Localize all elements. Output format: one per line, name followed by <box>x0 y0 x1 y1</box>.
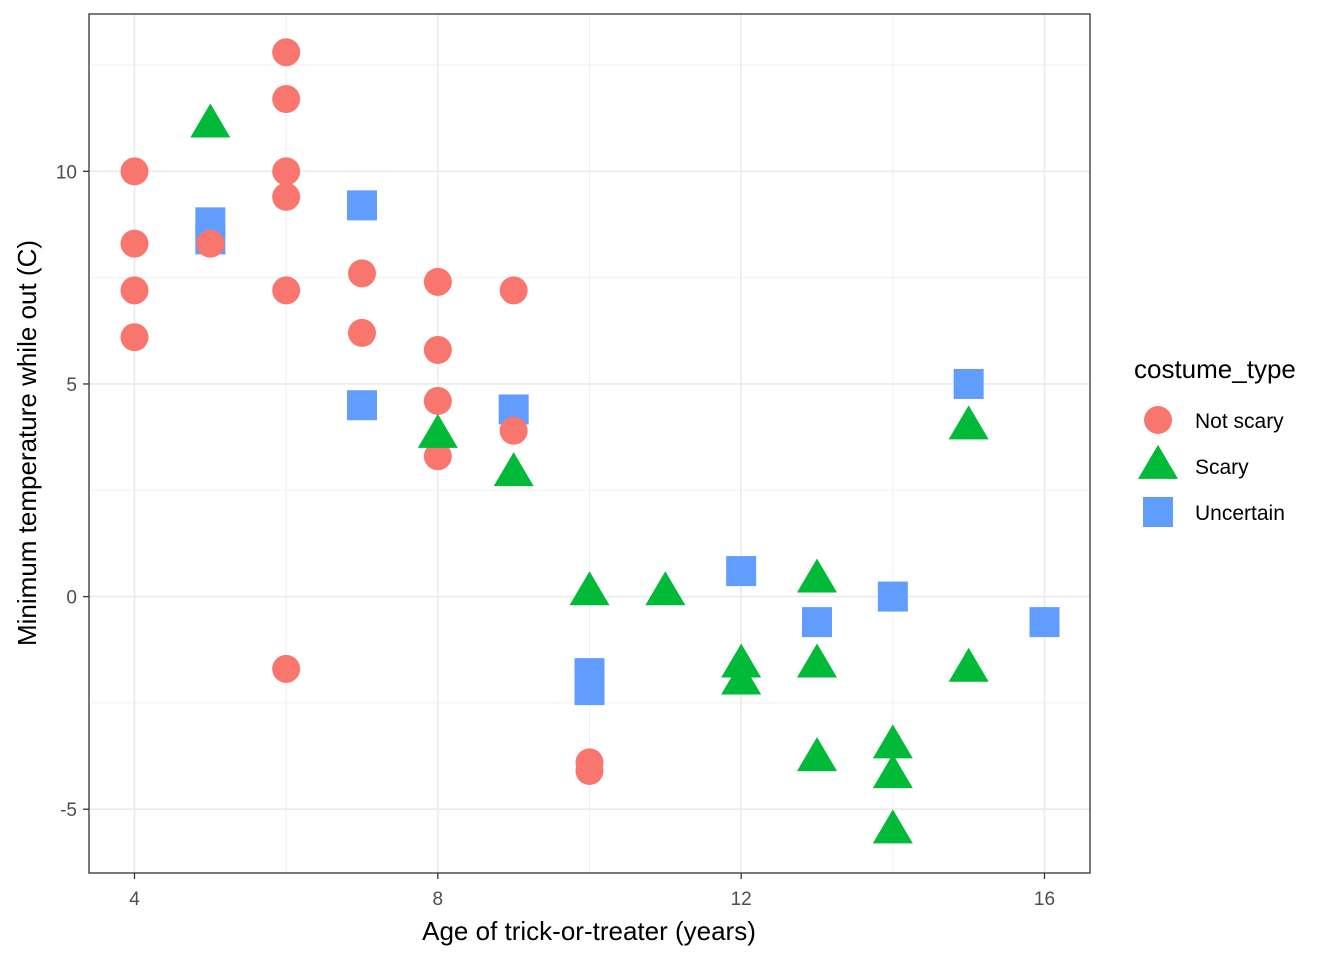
data-point-not-scary <box>272 38 301 67</box>
data-point-not-scary <box>120 276 149 305</box>
data-point-not-scary <box>423 267 452 296</box>
data-point-uncertain <box>1029 607 1060 638</box>
y-tick-label: 10 <box>56 162 77 183</box>
data-point-scary <box>569 571 610 606</box>
legend-label: Uncertain <box>1195 502 1285 525</box>
data-point-not-scary <box>120 157 149 186</box>
y-axis-ticks: -5 0 5 10 <box>56 162 89 821</box>
data-point-not-scary <box>499 276 528 305</box>
data-point-not-scary <box>423 442 452 471</box>
x-axis-ticks: 4 8 12 16 <box>129 873 1055 910</box>
legend-key-uncertain <box>1143 497 1173 527</box>
data-points <box>120 38 1060 844</box>
data-point-not-scary <box>120 323 149 352</box>
data-point-not-scary <box>196 229 225 258</box>
x-tick-label: 16 <box>1034 889 1055 910</box>
plot-panel-border <box>88 13 1091 874</box>
legend-key-not-scary <box>1144 406 1172 434</box>
y-axis-title: Minimum temperature while out (C) <box>12 240 42 646</box>
data-point-not-scary <box>272 654 301 683</box>
data-point-scary <box>721 643 762 678</box>
data-point-not-scary <box>348 259 376 288</box>
data-point-not-scary <box>120 229 149 258</box>
data-point-scary <box>797 737 837 772</box>
data-point-scary <box>872 724 913 759</box>
minor-gridlines <box>89 14 1090 873</box>
data-point-scary <box>493 452 534 487</box>
data-point-uncertain <box>877 581 908 612</box>
x-tick-label: 4 <box>129 889 140 910</box>
data-point-scary <box>417 413 458 448</box>
data-point-not-scary <box>423 386 452 415</box>
y-tick-label: 0 <box>66 588 77 609</box>
legend-title: costume_type <box>1134 354 1296 384</box>
data-point-uncertain <box>726 556 757 587</box>
data-point-scary <box>948 405 989 440</box>
data-point-uncertain <box>802 607 832 638</box>
data-point-scary <box>721 660 762 695</box>
x-tick-label: 8 <box>433 889 444 910</box>
y-tick-label: 5 <box>66 375 77 396</box>
legend: costume_type Not scary Scary Uncertain <box>1134 354 1296 527</box>
data-point-not-scary <box>272 85 301 114</box>
legend-label: Not scary <box>1195 410 1284 433</box>
data-point-scary <box>797 643 837 678</box>
data-point-uncertain <box>574 675 605 706</box>
legend-label: Scary <box>1195 456 1249 479</box>
data-point-uncertain <box>347 390 377 421</box>
data-point-not-scary <box>575 756 604 785</box>
data-point-not-scary <box>272 276 301 305</box>
data-point-uncertain <box>347 190 377 221</box>
data-point-scary <box>797 558 837 593</box>
y-tick-label: -5 <box>60 800 77 821</box>
x-axis-title: Age of trick-or-treater (years) <box>422 916 756 946</box>
data-point-not-scary <box>272 157 301 186</box>
data-point-scary <box>645 571 686 606</box>
data-point-scary <box>872 809 913 844</box>
data-point-not-scary <box>272 182 301 211</box>
data-point-not-scary <box>499 416 528 445</box>
data-point-scary <box>190 103 231 138</box>
data-point-scary <box>872 754 913 789</box>
x-tick-label: 12 <box>731 889 752 910</box>
legend-items: Not scary Scary Uncertain <box>1138 406 1285 527</box>
data-point-uncertain <box>953 368 984 399</box>
data-point-scary <box>948 647 989 682</box>
legend-key-scary <box>1138 444 1178 479</box>
data-point-not-scary <box>348 318 376 347</box>
data-point-not-scary <box>423 335 452 364</box>
